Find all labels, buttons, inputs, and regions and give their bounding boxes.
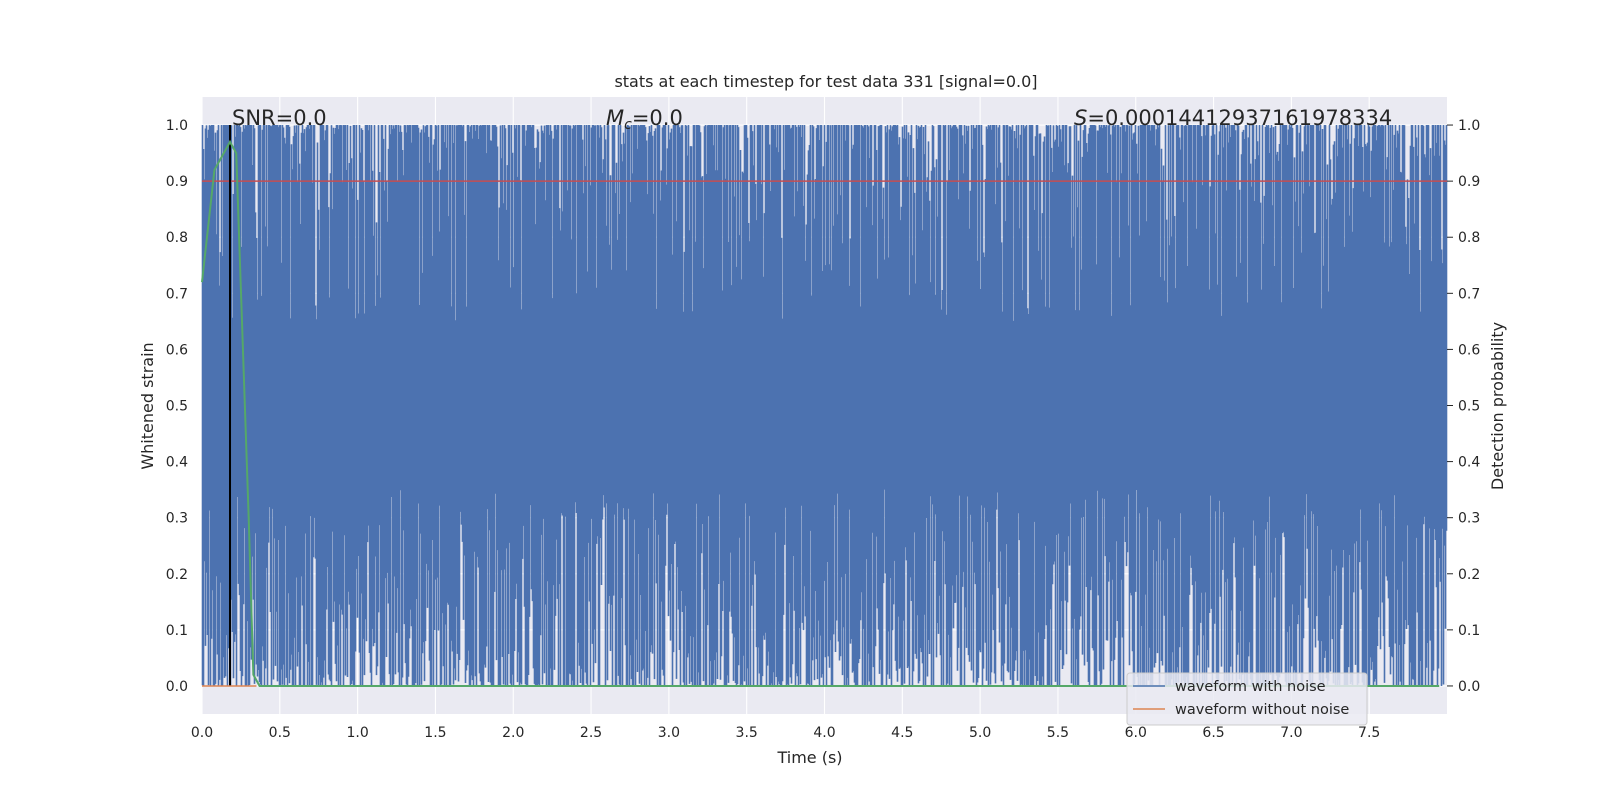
y-tick-label-left: 0.5 (166, 399, 188, 415)
y-tick-label-left: 0.4 (166, 455, 188, 471)
y-tick-label-right: 0.2 (1458, 567, 1480, 583)
x-tick-label: 0.0 (191, 725, 213, 741)
y-tick-label-left: 0.6 (166, 342, 188, 358)
detection-probability-line (201, 139, 1440, 687)
x-tick-label: 6.5 (1202, 725, 1224, 741)
x-tick-label: 7.5 (1358, 725, 1380, 741)
y-tick-label-left: 0.8 (166, 230, 188, 246)
x-tick-label: 7.0 (1280, 725, 1302, 741)
legend-box (1126, 672, 1368, 726)
x-tick-label: 2.5 (580, 725, 602, 741)
y-tick-label-left: 0.2 (166, 567, 188, 583)
mc-annotation: Mc=0.0 (606, 106, 683, 133)
y-tick-label-right: 0.1 (1458, 623, 1480, 639)
x-tick-label: 3.5 (736, 725, 758, 741)
y-tick-label-left: 0.9 (166, 174, 188, 190)
y-tick-label-left: 0.7 (166, 286, 188, 302)
x-tick-label: 3.0 (658, 725, 680, 741)
y-tick-label-right: 0.4 (1458, 455, 1480, 471)
x-tick-label: 5.0 (969, 725, 991, 741)
legend-label-clean: waveform without noise (1175, 702, 1349, 718)
clean-series (201, 139, 1440, 687)
y-tick-label-right: 0.9 (1458, 174, 1480, 190)
x-tick-label: 1.0 (346, 725, 368, 741)
y-tick-label-right: 0.7 (1458, 286, 1480, 302)
x-tick-label: 4.0 (813, 725, 835, 741)
x-tick-label: 2.0 (502, 725, 524, 741)
x-tick-label: 6.0 (1125, 725, 1147, 741)
reference-lines (202, 125, 1447, 686)
y-tick-label-left: 0.0 (166, 679, 188, 695)
y-axis-label-left: Whitened strain (138, 342, 157, 469)
legend: waveform with noise waveform without noi… (1126, 672, 1368, 726)
y-tick-label-right: 0.3 (1458, 511, 1480, 527)
x-tick-label: 0.5 (269, 725, 291, 741)
x-axis-label: Time (s) (776, 748, 842, 767)
y-axis-label-right: Detection probability (1488, 322, 1507, 490)
noise-waveform-series (201, 125, 1448, 686)
y-tick-labels-left: 0.0 0.1 0.2 0.3 0.4 0.5 0.6 0.7 0.8 0.9 1.0 (166, 118, 188, 695)
s-annotation: S=0.00014412937161978334 (1074, 106, 1392, 130)
x-tick-label: 5.5 (1047, 725, 1069, 741)
y-tick-label-right: 0.6 (1458, 342, 1480, 358)
x-tick-label: 1.5 (424, 725, 446, 741)
legend-label-noise: waveform with noise (1175, 679, 1326, 695)
x-tick-label: 4.5 (891, 725, 913, 741)
y-tick-label-right: 0.0 (1458, 679, 1480, 695)
y-tick-label-left: 0.1 (166, 623, 188, 639)
x-tick-labels: 0.0 0.5 1.0 1.5 2.0 2.5 3.0 3.5 4.0 4.5 5.0 5.5 6.0 6… (191, 725, 1380, 741)
y-tick-label-right: 0.8 (1458, 230, 1480, 246)
y-tick-label-left: 1.0 (166, 118, 188, 134)
snr-annotation: SNR=0.0 (232, 106, 327, 130)
y-tick-label-right: 0.5 (1458, 399, 1480, 415)
y-tick-label-right: 1.0 (1458, 118, 1480, 134)
y-tick-labels-right: 0.0 0.1 0.2 0.3 0.4 0.5 0.6 0.7 0.8 0.9 1.0 (1447, 118, 1480, 695)
chart-title: stats at each timestep for test data 331… (614, 72, 1037, 91)
y-tick-label-left: 0.3 (166, 511, 188, 527)
